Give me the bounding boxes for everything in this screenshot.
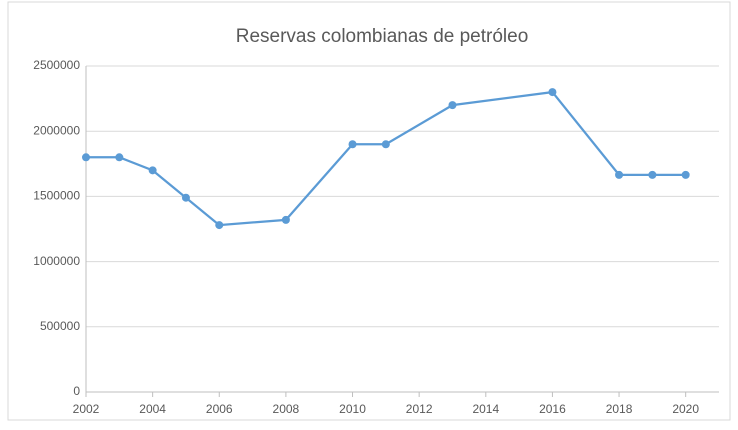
x-tick-label: 2018 (606, 402, 633, 416)
point (548, 88, 557, 97)
y-tick-label: 2500000 (33, 58, 80, 72)
x-tick-label: 2002 (73, 402, 100, 416)
point (148, 166, 157, 175)
y-tick-label: 1500000 (33, 189, 80, 203)
point (448, 101, 457, 110)
x-tick-label: 2006 (206, 402, 233, 416)
point (215, 221, 224, 230)
x-tick-label: 2010 (339, 402, 366, 416)
chart-frame (7, 1, 731, 421)
chart-title: Reservas colombianas de petróleo (236, 26, 529, 47)
point (681, 170, 690, 179)
y-tick-label: 1000000 (33, 254, 80, 268)
y-tick-label: 0 (73, 384, 80, 398)
point (82, 153, 90, 162)
x-tick-label: 2004 (139, 402, 166, 416)
point (181, 193, 190, 202)
x-tick-label: 2016 (539, 402, 566, 416)
y-tick-label: 2000000 (33, 123, 80, 137)
point (281, 215, 290, 224)
x-tick-label: 2012 (406, 402, 433, 416)
point (615, 170, 624, 179)
y-tick-label: 500000 (40, 319, 80, 333)
point (348, 140, 357, 149)
point (381, 140, 390, 149)
point (648, 170, 657, 179)
x-tick-label: 2008 (273, 402, 300, 416)
point (115, 153, 124, 162)
x-tick-label: 2014 (472, 402, 499, 416)
x-tick-label: 2020 (672, 402, 699, 416)
